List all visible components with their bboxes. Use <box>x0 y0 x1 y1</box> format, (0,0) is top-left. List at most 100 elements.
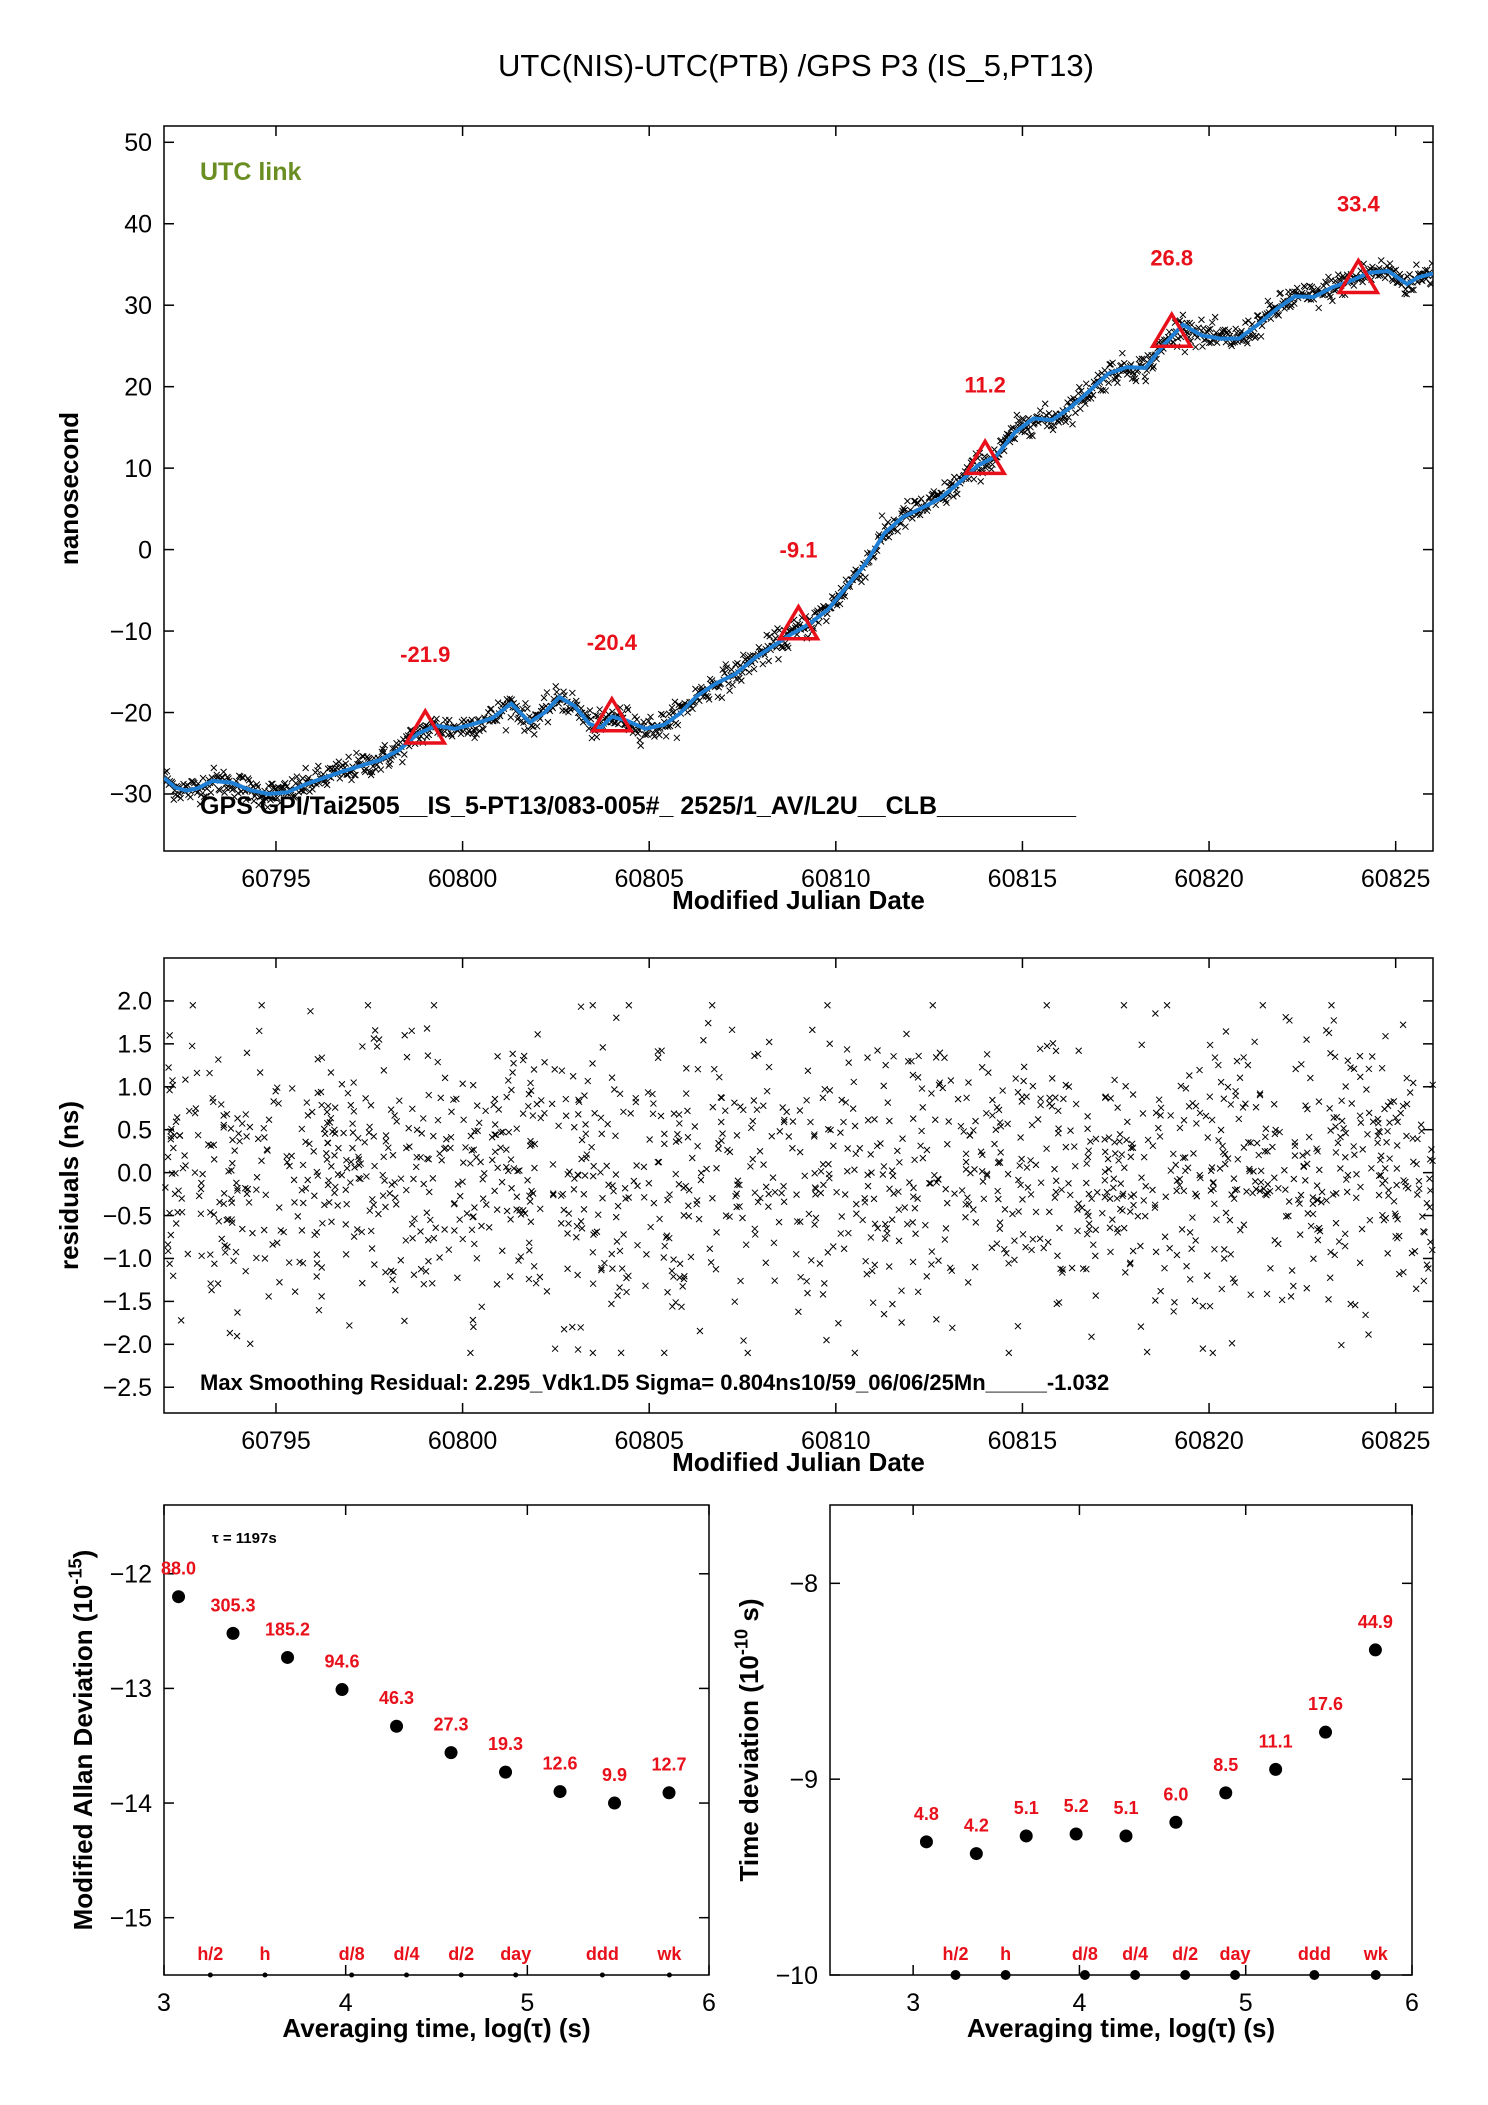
residual-point <box>432 1224 440 1232</box>
residual-point <box>1179 1154 1187 1162</box>
data-point <box>941 479 948 486</box>
residual-point <box>1089 1241 1097 1249</box>
data-point <box>399 758 406 766</box>
residual-point <box>1325 1295 1332 1303</box>
residual-point <box>1024 1184 1032 1191</box>
residual-point <box>737 1103 744 1110</box>
residual-point <box>302 1138 309 1146</box>
residual-point <box>1180 1187 1188 1195</box>
stability-point <box>1368 1643 1382 1657</box>
residual-point <box>744 1349 752 1357</box>
residual-point <box>373 1043 381 1050</box>
residual-point <box>557 1220 565 1227</box>
data-point <box>425 731 433 739</box>
residual-point <box>1338 1097 1346 1105</box>
residual-point <box>198 1179 205 1187</box>
residual-point <box>971 1263 979 1271</box>
data-point <box>264 803 271 811</box>
residual-point <box>255 1027 263 1035</box>
residual-point <box>861 1198 869 1206</box>
residual-point <box>997 1122 1005 1130</box>
residual-point <box>424 1236 432 1244</box>
residual-point <box>1297 1060 1305 1068</box>
residual-point <box>909 1193 917 1201</box>
residual-point <box>507 1215 514 1223</box>
residual-point <box>1390 1197 1398 1205</box>
x-tick-label: 60825 <box>1361 865 1431 893</box>
residual-point <box>1385 1186 1392 1194</box>
residual-point <box>581 1092 588 1100</box>
residual-point <box>640 1193 648 1201</box>
residual-point <box>452 1095 460 1103</box>
residual-point <box>331 1152 338 1159</box>
residual-point <box>1276 1128 1284 1136</box>
data-point <box>943 499 950 507</box>
residual-point <box>687 1253 695 1261</box>
residual-point <box>928 1261 935 1268</box>
residual-point <box>1088 1195 1096 1203</box>
data-point <box>1359 278 1367 286</box>
residual-point <box>537 1114 545 1122</box>
residual-point <box>672 1138 680 1145</box>
residual-point <box>682 1090 690 1097</box>
data-point <box>220 768 227 776</box>
residual-point <box>627 1109 635 1117</box>
residual-point <box>712 1265 720 1273</box>
residual-point <box>234 1187 241 1194</box>
residual-point <box>349 1129 357 1137</box>
residual-point <box>1199 1302 1207 1310</box>
residual-point <box>1084 1125 1091 1133</box>
residual-point <box>1017 1181 1025 1189</box>
y-tick-label: 30 <box>124 292 152 320</box>
data-point <box>1036 407 1044 414</box>
residual-point <box>502 1163 510 1171</box>
data-point <box>522 699 529 707</box>
residual-point <box>864 1182 872 1190</box>
residual-point <box>382 1268 389 1276</box>
residual-point <box>1117 1180 1125 1187</box>
residual-point <box>273 1084 281 1092</box>
residual-point <box>978 1063 986 1071</box>
residual-point <box>166 1209 173 1217</box>
x-axis-label: Averaging time, log(τ) (s) <box>967 2013 1275 2043</box>
data-point <box>662 732 670 740</box>
residual-point <box>589 1248 597 1256</box>
residual-point <box>1027 1157 1034 1164</box>
stability-point-label: 46.3 <box>379 1688 414 1708</box>
y-tick-label: −2.5 <box>103 1374 152 1402</box>
residual-point <box>1105 1165 1113 1173</box>
residual-point <box>490 1101 498 1109</box>
x-tick-label: 60795 <box>241 865 311 893</box>
y-tick-label: −1.5 <box>103 1288 152 1316</box>
residual-point <box>1098 1209 1106 1217</box>
residual-point <box>724 1146 731 1154</box>
residual-point <box>962 1213 969 1221</box>
residual-point <box>909 1071 917 1079</box>
residual-point <box>960 1128 968 1135</box>
residual-point <box>718 1094 726 1102</box>
data-point <box>507 713 515 721</box>
residual-point <box>796 1107 804 1114</box>
residual-point <box>670 1256 677 1264</box>
residual-point <box>313 1260 321 1267</box>
residual-point <box>244 1185 252 1193</box>
residual-point <box>1012 1075 1020 1082</box>
y-tick-label: −12 <box>110 1561 152 1589</box>
residual-point <box>910 1184 917 1192</box>
plot-frame <box>163 957 1434 1414</box>
residual-point <box>1161 1233 1169 1241</box>
residual-point <box>334 1202 342 1209</box>
residual-point <box>970 1206 977 1213</box>
data-point <box>221 789 228 796</box>
main-chart: 60795 60800 60805 60810 60815 60820 60825−30−2… <box>54 125 1434 915</box>
data-point <box>199 774 207 782</box>
residual-point <box>173 1114 181 1121</box>
residual-point <box>1381 1165 1389 1172</box>
residual-point <box>471 1204 478 1211</box>
data-point <box>530 731 538 738</box>
residual-point <box>470 1240 478 1248</box>
stability-point-label: 4.8 <box>914 1804 939 1824</box>
residual-point <box>417 1228 424 1235</box>
stability-point <box>1319 1725 1333 1739</box>
data-point <box>470 726 478 734</box>
